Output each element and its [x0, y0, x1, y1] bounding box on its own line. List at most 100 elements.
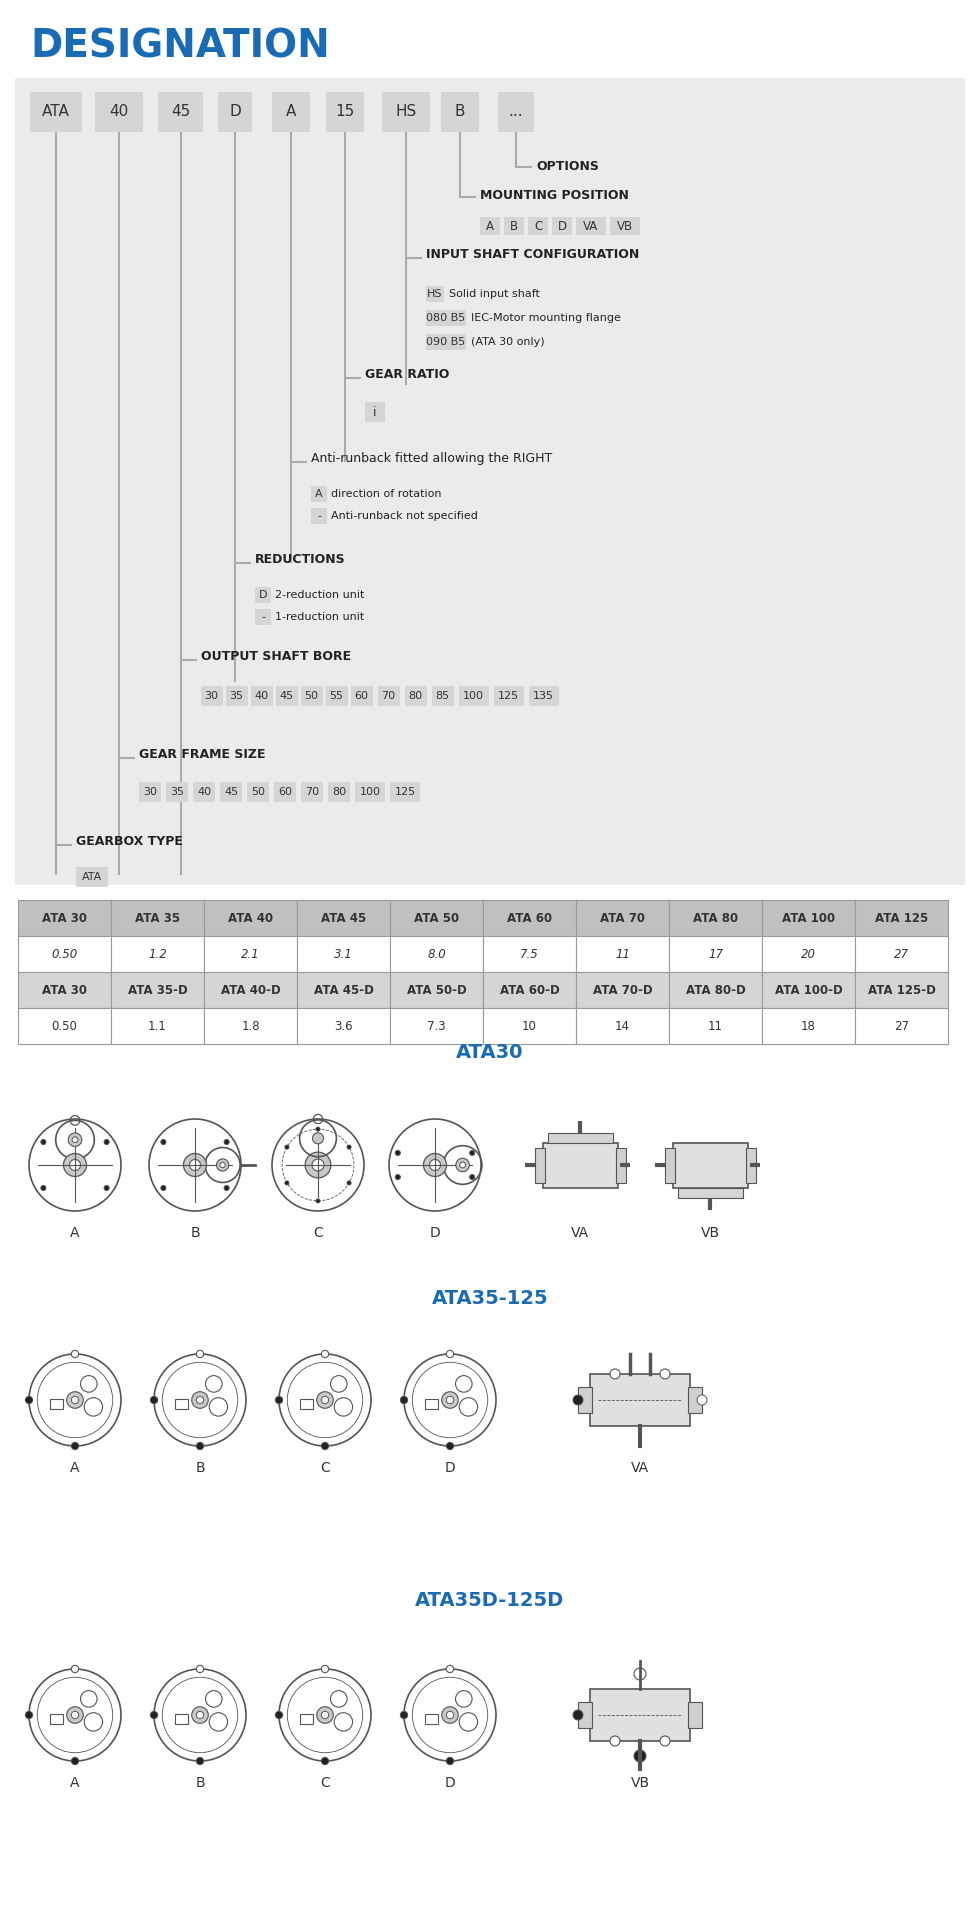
Text: 8.0: 8.0 — [427, 947, 446, 961]
Circle shape — [224, 1140, 229, 1144]
Bar — [543, 1142, 617, 1188]
Bar — [483, 1009, 576, 1044]
Text: A: A — [486, 220, 494, 233]
Circle shape — [72, 1443, 78, 1451]
Bar — [328, 781, 350, 802]
Text: OUTPUT SHAFT BORE: OUTPUT SHAFT BORE — [201, 650, 351, 664]
Circle shape — [67, 1391, 83, 1408]
Bar — [483, 972, 576, 1009]
Bar — [382, 93, 430, 131]
Text: D: D — [558, 220, 566, 233]
Bar — [272, 93, 310, 131]
Circle shape — [150, 1397, 158, 1404]
Bar — [297, 1009, 390, 1044]
Bar — [669, 1009, 762, 1044]
Circle shape — [442, 1707, 459, 1723]
Text: Solid input shaft: Solid input shaft — [449, 289, 540, 299]
Text: D: D — [445, 1460, 456, 1476]
Text: 40: 40 — [255, 691, 269, 700]
Text: C: C — [314, 1227, 322, 1240]
Bar — [201, 687, 222, 706]
Text: ATA 30: ATA 30 — [42, 984, 87, 997]
Bar — [390, 901, 483, 936]
Bar — [18, 972, 111, 1009]
Bar — [193, 781, 215, 802]
Text: VB: VB — [630, 1777, 650, 1790]
Bar — [441, 93, 479, 131]
Bar — [576, 1009, 669, 1044]
Bar — [300, 1713, 313, 1725]
Text: VA: VA — [583, 220, 599, 233]
Bar — [390, 936, 483, 972]
Bar — [424, 1399, 438, 1410]
Bar — [534, 1148, 545, 1182]
Bar — [498, 93, 534, 131]
Bar — [762, 1009, 855, 1044]
Circle shape — [192, 1391, 209, 1408]
Circle shape — [456, 1157, 469, 1171]
Circle shape — [573, 1395, 583, 1404]
Text: INPUT SHAFT CONFIGURATION: INPUT SHAFT CONFIGURATION — [426, 249, 639, 260]
Text: ATA 70-D: ATA 70-D — [593, 984, 653, 997]
Bar — [677, 1188, 743, 1198]
Text: Anti-runback fitted allowing the RIGHT: Anti-runback fitted allowing the RIGHT — [311, 451, 553, 465]
Text: ATA 80: ATA 80 — [693, 912, 738, 924]
Circle shape — [189, 1159, 201, 1171]
Circle shape — [72, 1757, 78, 1765]
Circle shape — [321, 1665, 328, 1672]
Bar — [494, 687, 523, 706]
Text: 100: 100 — [463, 691, 484, 700]
Bar — [95, 93, 143, 131]
Circle shape — [400, 1397, 408, 1404]
Circle shape — [312, 1159, 324, 1171]
Text: 1-reduction unit: 1-reduction unit — [275, 611, 365, 621]
Bar — [18, 936, 111, 972]
Text: 85: 85 — [435, 691, 450, 700]
Text: DESIGNATION: DESIGNATION — [30, 29, 329, 66]
Circle shape — [317, 1391, 333, 1408]
Circle shape — [192, 1707, 209, 1723]
Circle shape — [610, 1370, 620, 1379]
Bar — [405, 687, 426, 706]
Text: HS: HS — [395, 104, 416, 120]
Bar — [672, 1142, 748, 1188]
Bar — [746, 1148, 756, 1182]
Circle shape — [460, 1161, 465, 1167]
Circle shape — [446, 1665, 454, 1672]
Bar — [111, 1009, 204, 1044]
Bar — [480, 216, 500, 235]
Circle shape — [316, 1198, 320, 1204]
Bar — [590, 1690, 690, 1742]
Bar — [204, 1009, 297, 1044]
Text: 27: 27 — [894, 1020, 909, 1032]
Text: i: i — [373, 405, 376, 419]
Text: 2.1: 2.1 — [241, 947, 260, 961]
Text: C: C — [534, 220, 542, 233]
Bar — [390, 781, 420, 802]
Text: 50: 50 — [305, 691, 318, 700]
Text: ATA 35-D: ATA 35-D — [127, 984, 187, 997]
Text: 20: 20 — [801, 947, 816, 961]
Text: 125: 125 — [498, 691, 519, 700]
Bar — [255, 586, 271, 604]
Circle shape — [196, 1350, 204, 1358]
Bar — [50, 1399, 63, 1410]
Bar — [528, 687, 559, 706]
Text: -: - — [317, 511, 321, 521]
Bar — [158, 93, 203, 131]
Text: Anti-runback not specified: Anti-runback not specified — [331, 511, 478, 521]
Text: GEAR RATIO: GEAR RATIO — [365, 368, 450, 382]
Text: 090 B5: 090 B5 — [426, 338, 466, 347]
Bar — [669, 936, 762, 972]
Circle shape — [41, 1140, 46, 1144]
Text: 40: 40 — [197, 787, 211, 797]
Circle shape — [196, 1711, 204, 1719]
Text: -: - — [261, 611, 265, 621]
Bar — [311, 486, 327, 502]
Circle shape — [64, 1154, 86, 1177]
Bar — [426, 334, 466, 349]
Bar — [576, 972, 669, 1009]
Bar — [225, 687, 248, 706]
Circle shape — [469, 1175, 474, 1181]
Circle shape — [104, 1140, 109, 1144]
